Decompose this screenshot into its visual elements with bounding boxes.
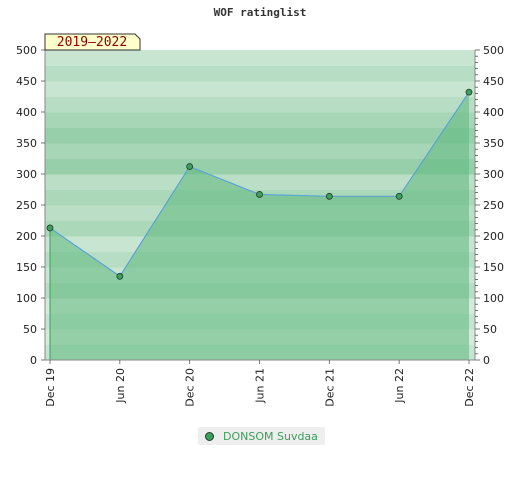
x-tick-label: Dec 20 [184, 368, 197, 407]
grid-band [45, 127, 475, 144]
chart-title: WOF ratinglist [213, 6, 307, 19]
x-tick-label: Dec 21 [323, 368, 336, 407]
x-tick-label: Jun 20 [114, 368, 127, 404]
y-tick-label-left: 150 [16, 261, 37, 274]
y-tick-label-left: 400 [16, 106, 37, 119]
y-tick-label-right: 500 [483, 44, 504, 57]
grid-band [45, 143, 475, 159]
legend[interactable]: DONSOM Suvdaa [198, 427, 325, 445]
period-label: 2019–2022 [57, 35, 127, 50]
grid-band [45, 174, 475, 190]
y-tick-label-left: 0 [30, 354, 37, 367]
data-point [186, 163, 194, 170]
legend-swatch [205, 431, 214, 441]
y-tick-label-right: 450 [483, 75, 504, 88]
x-tick-label: Jun 22 [393, 368, 406, 404]
y-tick-label-right: 400 [483, 106, 504, 119]
y-tick-label-left: 100 [16, 292, 37, 305]
grid-band [45, 96, 475, 113]
y-tick-label-right: 300 [483, 168, 504, 181]
data-point [395, 192, 403, 200]
series-area [50, 92, 469, 360]
data-point [465, 88, 473, 96]
data-point [256, 191, 263, 198]
x-tick-label: Jun 21 [254, 368, 267, 404]
y-tick-label-right: 100 [483, 292, 504, 305]
grid-band [45, 50, 475, 66]
data-point [116, 272, 124, 280]
grid-band [45, 158, 475, 175]
y-tick-label-right: 200 [483, 230, 504, 243]
y-tick-label-right: 250 [483, 199, 504, 212]
y-tick-label-left: 300 [16, 168, 37, 181]
x-tick-label: Dec 19 [44, 368, 57, 407]
y-tick-label-left: 200 [16, 230, 37, 243]
grid-band [45, 112, 475, 128]
data-point [46, 224, 54, 232]
y-tick-label-left: 500 [16, 44, 37, 57]
y-tick-label-left: 450 [16, 75, 37, 88]
y-tick-label-right: 0 [483, 354, 490, 367]
y-tick-label-left: 250 [16, 199, 37, 212]
y-tick-label-left: 350 [16, 137, 37, 150]
legend-label: DONSOM Suvdaa [223, 429, 318, 443]
data-point [325, 192, 333, 200]
y-tick-label-right: 50 [483, 323, 497, 336]
y-tick-label-right: 350 [483, 137, 504, 150]
x-tick-label: Dec 22 [463, 368, 476, 407]
y-tick-label-right: 150 [483, 261, 504, 274]
period-label-box [44, 33, 141, 51]
y-tick-label-left: 50 [23, 323, 37, 336]
grid-band [45, 81, 475, 97]
grid-band [45, 65, 475, 82]
